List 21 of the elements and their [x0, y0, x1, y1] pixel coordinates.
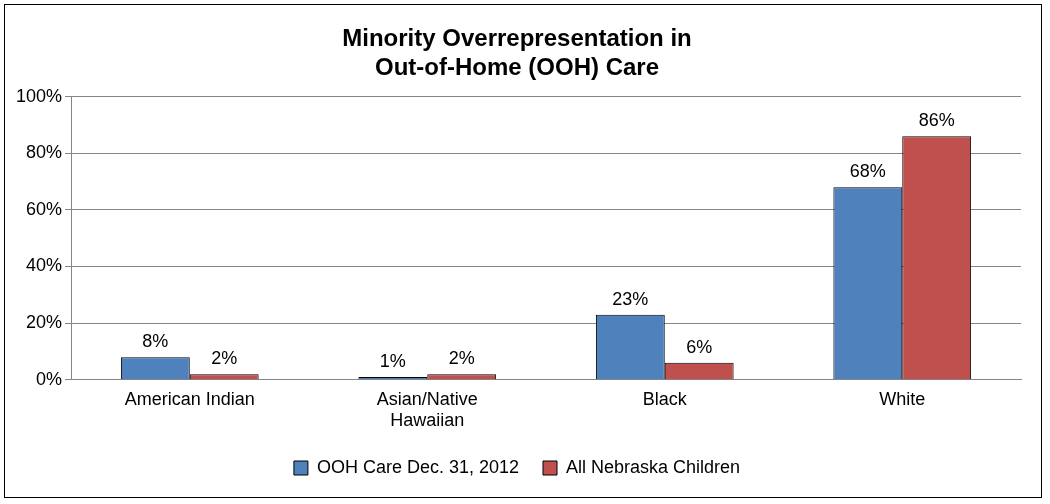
data-label: 2%	[211, 348, 238, 369]
y-tick-label: 40%	[26, 255, 63, 276]
data-label: 2%	[448, 348, 475, 369]
chart-title: Minority Overrepresentation in Out-of-Home (OOH) Care	[342, 24, 692, 80]
y-tick-label: 20%	[26, 312, 63, 333]
y-tick-label: 100%	[15, 85, 63, 106]
data-label: 68%	[849, 161, 886, 182]
x-tick-label: Asian/Native Hawaiian	[376, 388, 478, 431]
data-label: 6%	[686, 336, 713, 357]
data-label: 8%	[142, 331, 169, 352]
legend-label: OOH Care Dec. 31, 2012	[316, 456, 520, 477]
x-tick-label: White	[879, 388, 926, 409]
legend-label: All Nebraska Children	[566, 456, 741, 477]
y-tick-label: 80%	[26, 142, 63, 163]
y-tick-label: 60%	[26, 198, 63, 219]
x-tick-label: American Indian	[124, 388, 255, 409]
data-label: 1%	[379, 350, 406, 371]
data-label: 23%	[612, 288, 649, 309]
x-tick-label: Black	[642, 388, 688, 409]
data-label: 86%	[918, 110, 955, 131]
y-tick-label: 0%	[36, 368, 63, 389]
